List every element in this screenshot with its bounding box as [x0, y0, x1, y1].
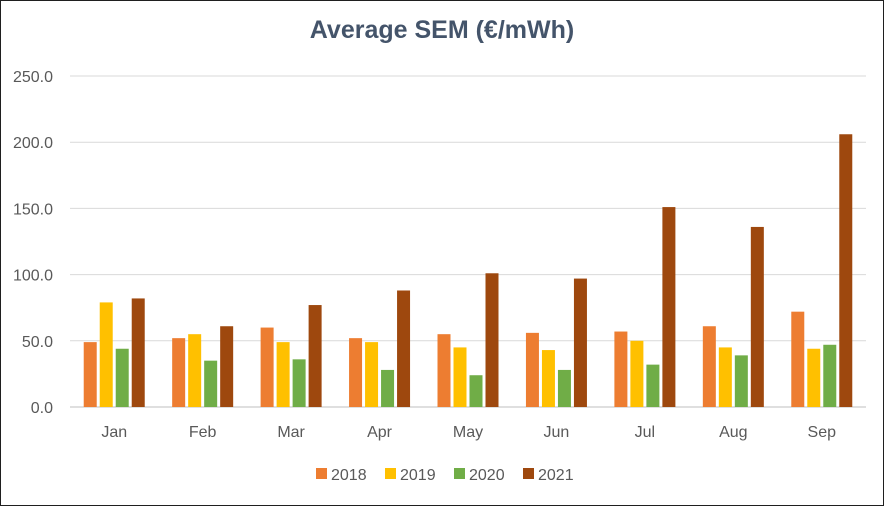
bar-2018-feb [172, 338, 186, 407]
bar-2019-sep [807, 348, 821, 407]
bar-2018-jan [83, 342, 97, 407]
bar-2018-jun [525, 332, 539, 407]
bar-2021-jul [662, 207, 676, 407]
bar-2021-jan [131, 298, 145, 407]
bar-2020-feb [204, 360, 218, 407]
bar-2020-mar [292, 359, 306, 407]
bar-2020-jun [557, 369, 571, 407]
bar-2019-apr [365, 342, 379, 407]
y-tick-label: 200.0 [13, 135, 53, 152]
bar-2021-may [485, 273, 499, 407]
bar-2018-sep [791, 311, 805, 407]
bar-2019-aug [718, 347, 732, 407]
bar-2021-feb [220, 326, 234, 407]
y-tick-label: 100.0 [13, 268, 53, 285]
bar-2018-may [437, 334, 451, 407]
bar-2019-feb [188, 334, 202, 407]
bar-2019-jul [630, 340, 644, 407]
bar-2020-sep [823, 344, 837, 407]
bar-2021-sep [839, 134, 853, 408]
x-tick-label: Sep [808, 424, 837, 441]
legend-swatch-2019 [385, 468, 396, 479]
x-tick-label: Aug [719, 424, 747, 441]
legend-label-2019: 2019 [400, 467, 436, 484]
x-tick-label: Mar [277, 424, 305, 441]
chart-title: Average SEM (€/mWh) [309, 16, 575, 44]
bar-2020-jul [646, 364, 660, 407]
bar-2018-mar [260, 327, 274, 407]
bar-2021-jun [573, 278, 587, 407]
legend-swatch-2021 [523, 468, 534, 479]
bar-2020-jan [115, 348, 129, 407]
x-tick-label: Jun [544, 424, 570, 441]
legend-label-2018: 2018 [331, 467, 367, 484]
bar-2019-mar [276, 342, 290, 407]
bar-2021-apr [397, 290, 411, 407]
legend-label-2021: 2021 [538, 467, 574, 484]
x-tick-label: Jan [101, 424, 127, 441]
bar-2020-may [469, 375, 483, 407]
x-tick-label: May [453, 424, 483, 441]
x-tick-label: Feb [189, 424, 217, 441]
legend-label-2020: 2020 [469, 467, 505, 484]
legend-swatch-2018 [316, 468, 327, 479]
bar-2018-jul [614, 331, 628, 407]
bar-2018-apr [349, 338, 363, 407]
y-tick-label: 50.0 [22, 334, 53, 351]
legend-swatch-2020 [454, 468, 465, 479]
bar-2020-apr [381, 369, 395, 407]
bar-2019-jan [99, 302, 113, 407]
bar-2019-may [453, 347, 467, 407]
bar-2018-aug [702, 326, 716, 407]
y-tick-label: 150.0 [13, 201, 53, 218]
x-tick-label: Apr [367, 424, 393, 441]
bar-2019-jun [541, 350, 555, 407]
bar-2020-aug [734, 355, 748, 407]
bar-2021-mar [308, 305, 322, 407]
y-tick-label: 250.0 [13, 69, 53, 86]
bar-2021-aug [750, 226, 764, 407]
x-tick-label: Jul [635, 424, 655, 441]
y-tick-label: 0.0 [31, 400, 53, 417]
